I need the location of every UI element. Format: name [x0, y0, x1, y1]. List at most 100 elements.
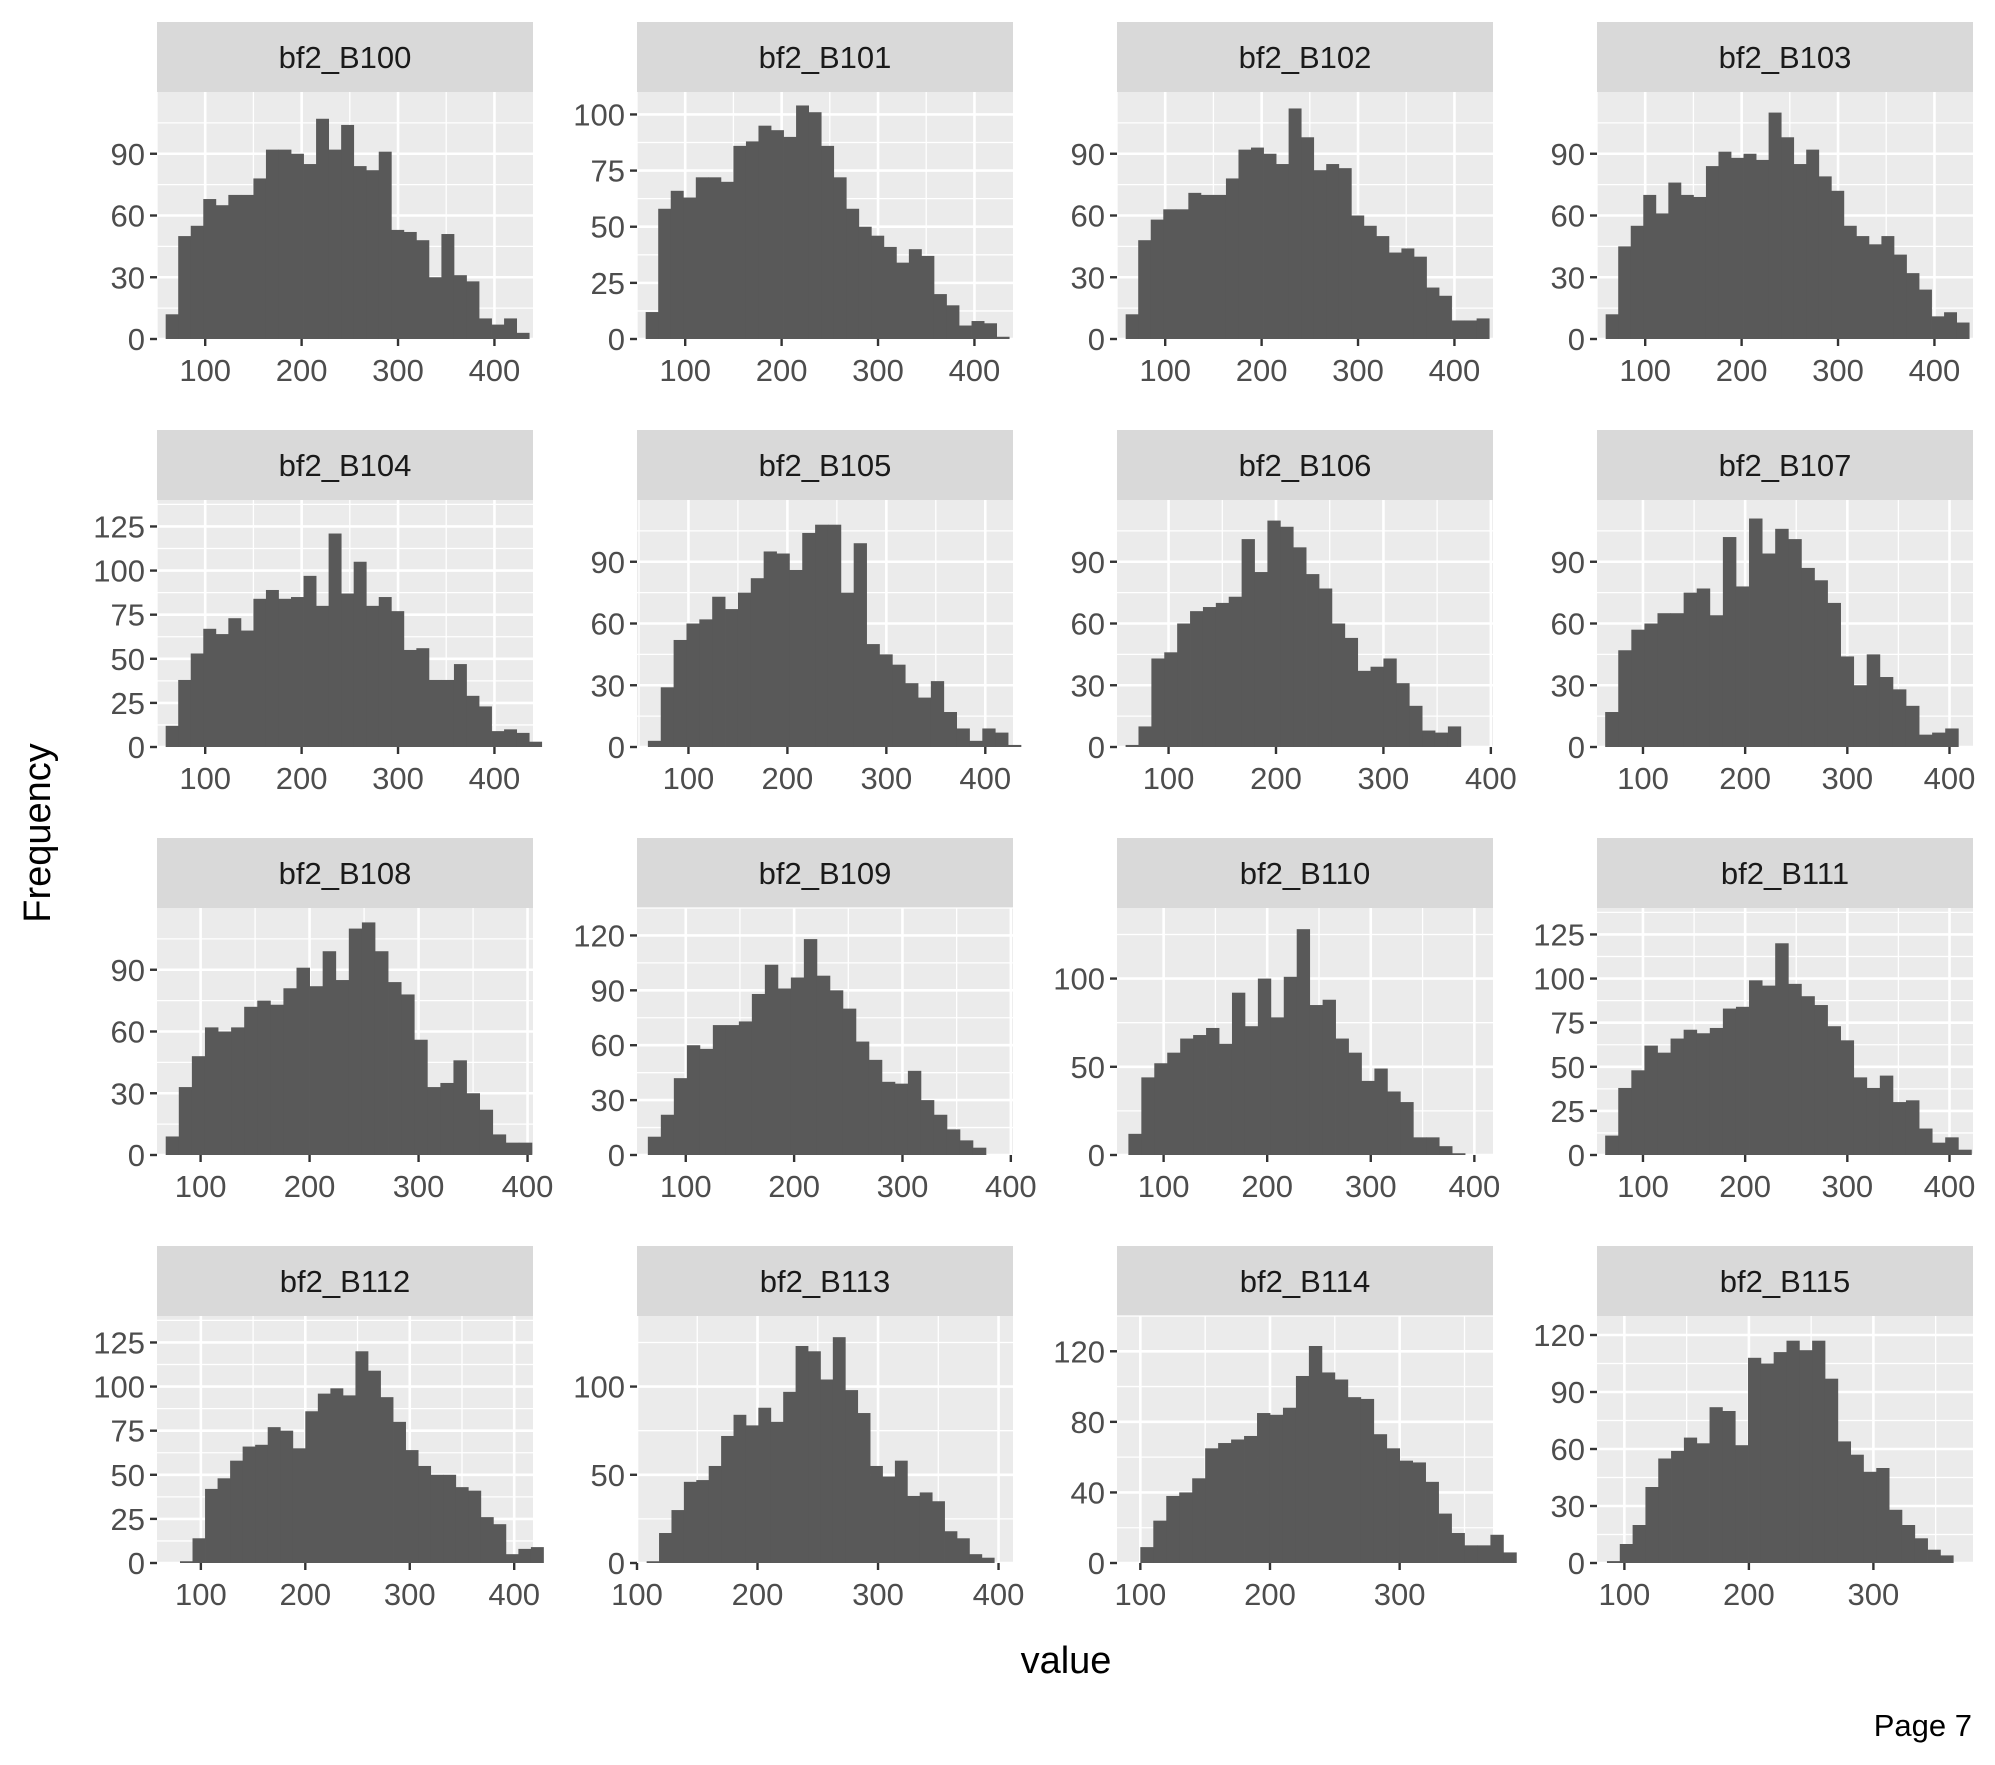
histogram-bar [1655, 213, 1669, 339]
x-tick-label: 300 [1345, 1169, 1397, 1204]
histogram-bar [933, 1114, 948, 1155]
histogram-bar [466, 1093, 480, 1155]
facet-panel: bf2_B106 0 30 60 90 100 200 300 400 [1071, 430, 1517, 796]
histogram-bar [479, 1109, 494, 1155]
facet-strip-label: bf2_B102 [1239, 40, 1372, 75]
histogram-bar [348, 928, 363, 1155]
histogram-bar [253, 178, 267, 339]
histogram-bar [1387, 1091, 1401, 1155]
histogram-bar [708, 1465, 722, 1563]
facet-strip-label: bf2_B112 [280, 1264, 410, 1299]
y-tick-label: 0 [1088, 322, 1105, 357]
histogram-bar [1670, 613, 1685, 747]
histogram-bar [1326, 164, 1340, 339]
x-tick-label: 200 [1244, 1577, 1296, 1612]
facet-strip-label: bf2_B106 [1239, 448, 1372, 483]
histogram-bar [776, 553, 790, 747]
histogram-bar [1125, 314, 1139, 339]
histogram-bar [956, 728, 970, 747]
histogram-bar [1301, 137, 1315, 339]
facet-panel: bf2_B109 0 30 60 90 120 100 200 300 400 [573, 838, 1037, 1204]
histogram-bar [1905, 705, 1920, 747]
y-tick-label: 30 [1071, 668, 1105, 703]
histogram-bar [827, 524, 842, 747]
y-tick-label: 0 [1568, 1138, 1585, 1173]
y-tick-label: 0 [1088, 1138, 1105, 1173]
histogram-bar [388, 982, 402, 1155]
histogram-bar [1008, 744, 1022, 747]
histogram-bar [267, 1427, 281, 1563]
histogram-bar [1335, 1038, 1349, 1155]
facet-strip [637, 1246, 1013, 1316]
x-tick-label: 300 [393, 1169, 445, 1204]
histogram-bar [1318, 588, 1333, 747]
histogram-bar [894, 1460, 908, 1563]
y-tick-label: 50 [1551, 1050, 1585, 1085]
histogram-bar [1618, 650, 1632, 747]
histogram-bar [1840, 656, 1855, 747]
histogram-bar [1605, 712, 1619, 747]
histogram-bar [330, 1388, 344, 1563]
y-tick-label: 50 [111, 1458, 145, 1493]
facet-strip-label: bf2_B108 [279, 856, 412, 891]
histogram-bar [1735, 1006, 1750, 1155]
histogram-bar [1296, 929, 1311, 1155]
histogram-bar [1853, 685, 1868, 747]
y-tick-label: 60 [591, 1028, 625, 1063]
x-tick-label: 300 [1821, 1169, 1873, 1204]
histogram-bar [1413, 256, 1427, 339]
histogram-bar [1806, 149, 1820, 339]
histogram-bar [1827, 1026, 1841, 1155]
y-tick-label: 30 [111, 1076, 145, 1111]
y-tick-label: 30 [591, 668, 625, 703]
x-tick-label: 100 [659, 353, 711, 388]
histogram-bar [696, 1480, 710, 1563]
histogram-bar [1856, 236, 1870, 339]
y-tick-label: 125 [93, 1325, 145, 1360]
x-tick-label: 100 [1617, 1169, 1669, 1204]
x-tick-label: 200 [1250, 761, 1302, 796]
histogram-bar [1163, 209, 1177, 339]
histogram-bar [845, 1390, 859, 1563]
x-tick-label: 400 [949, 353, 1001, 388]
histogram-bar [305, 1411, 319, 1563]
histogram-bar [516, 332, 530, 339]
histogram-bar [244, 1006, 258, 1155]
histogram-bar [758, 125, 772, 339]
x-tick-label: 200 [1723, 1577, 1775, 1612]
histogram-bar [179, 1561, 193, 1563]
histogram-bar [316, 605, 330, 747]
facet-strip-label: bf2_B103 [1719, 40, 1852, 75]
histogram-bar [1889, 1509, 1903, 1563]
histogram-bar [1762, 553, 1776, 747]
histogram-bar [995, 732, 1009, 747]
histogram-bar [645, 312, 659, 339]
facet-strip [637, 430, 1013, 500]
x-tick-label: 200 [732, 1577, 784, 1612]
x-tick-label: 200 [284, 1169, 336, 1204]
histogram-bar [751, 993, 766, 1155]
histogram-bar [341, 593, 355, 747]
y-tick-label: 25 [1551, 1094, 1585, 1129]
histogram-bar [1905, 1100, 1920, 1155]
x-tick-label: 400 [1429, 353, 1481, 388]
histogram-bar [892, 664, 906, 747]
histogram-bar [1206, 1027, 1220, 1155]
x-tick-label: 200 [756, 353, 808, 388]
y-tick-label: 90 [1071, 545, 1105, 580]
histogram-bar [725, 1025, 740, 1155]
facet-panel: bf2_B114 0 40 80 120 100 200 300 [1053, 1246, 1517, 1612]
histogram-bar [1276, 164, 1290, 339]
histogram-bar [1338, 168, 1352, 339]
histogram-bar [230, 1460, 244, 1563]
histogram-bar [1876, 1468, 1890, 1563]
histogram-bar [832, 1337, 846, 1563]
histogram-bar [790, 977, 805, 1155]
histogram-bar [894, 1083, 909, 1155]
page-number: Page 7 [1874, 1708, 1972, 1743]
histogram-bar [1709, 1027, 1724, 1155]
y-tick-label: 60 [1551, 199, 1585, 234]
y-tick-label: 0 [128, 730, 145, 765]
